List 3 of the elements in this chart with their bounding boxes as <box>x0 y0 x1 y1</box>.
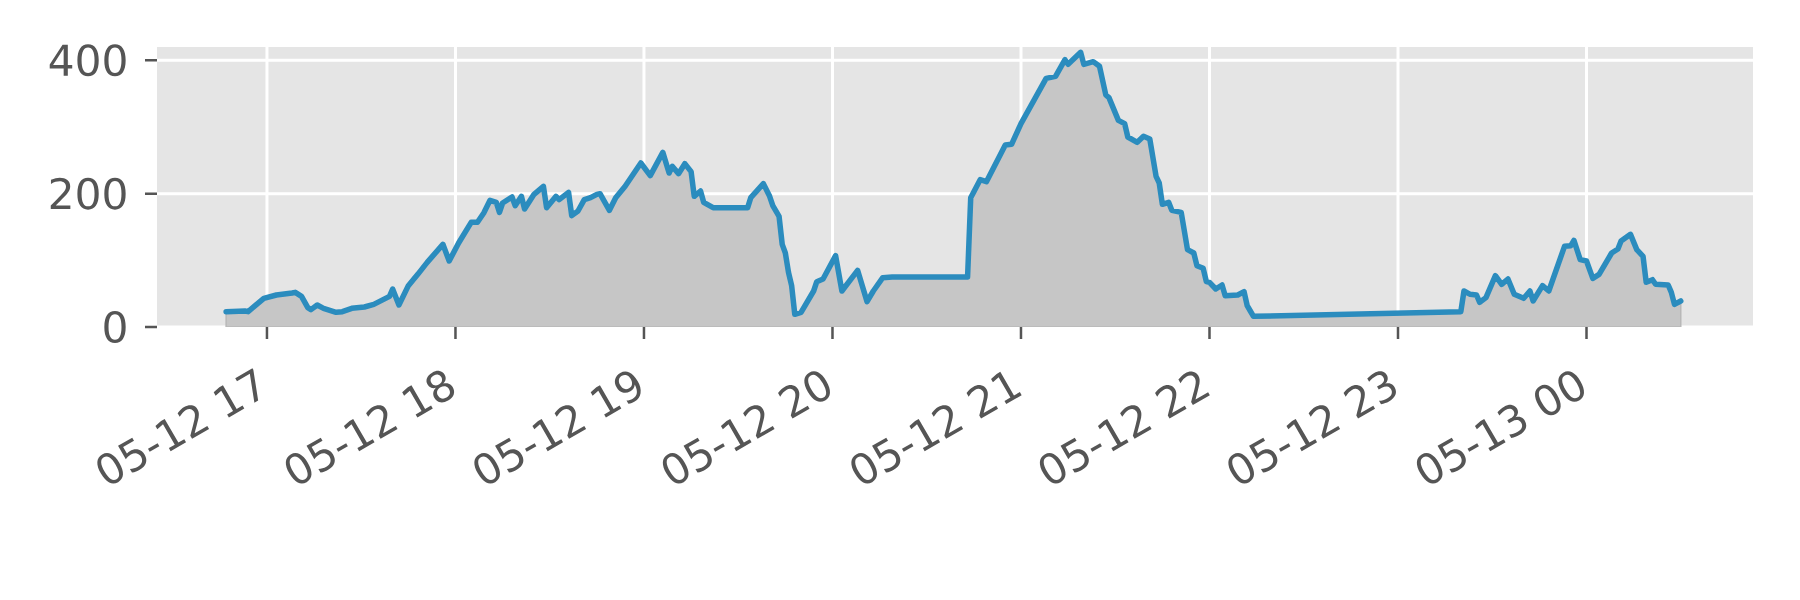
y-tick-label: 200 <box>50 177 126 210</box>
y-tick-label: 400 <box>49 44 126 77</box>
y-tick-label: 0 <box>104 310 126 344</box>
